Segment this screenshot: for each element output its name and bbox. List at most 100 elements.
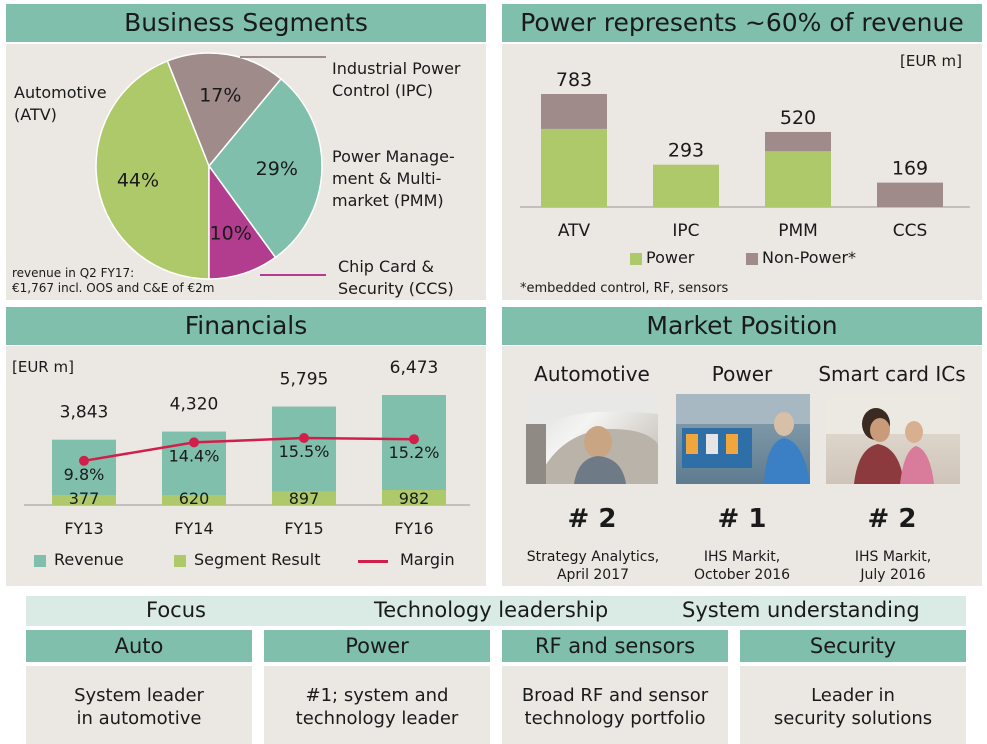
power-tick-atv: ATV xyxy=(558,221,591,241)
fin-revenue-label-fy15: 5,795 xyxy=(280,370,329,390)
power-photo xyxy=(676,394,810,484)
power-total-ipc: 293 xyxy=(668,140,704,162)
fin-revenue-label-fy16: 6,473 xyxy=(390,358,439,378)
power-bar-ipc-power xyxy=(653,164,719,207)
pillar-auto-body: System leader in automotive xyxy=(26,666,252,744)
pie-label-ipc: 17% xyxy=(199,85,241,107)
pillar-rf-body: Broad RF and sensor technology portfolio xyxy=(502,666,728,744)
pillar-security-body: Leader in security solutions xyxy=(740,666,966,744)
power-bar-ccs-nonpower xyxy=(877,182,943,207)
market-automotive-source-line2: April 2017 xyxy=(556,567,630,583)
fin-segment-label-fy14: 620 xyxy=(179,489,210,508)
fin-segment-bar-fy15 xyxy=(272,491,336,505)
focus-banner xyxy=(26,596,966,626)
market-automotive-rank: # 2 xyxy=(567,504,617,534)
legend-power-label: Power xyxy=(646,248,695,267)
market-power-source-line1: IHS Markit, xyxy=(703,549,781,565)
banner-focus: Focus xyxy=(146,598,206,622)
fin-segment-label-fy13: 377 xyxy=(69,489,100,508)
power-title: Power represents ~60% of revenue xyxy=(502,4,982,42)
fin-margin-point-fy16 xyxy=(409,434,419,445)
market-smartcard-title: Smart card ICs xyxy=(818,362,966,386)
fin-revenue-label-fy14: 4,320 xyxy=(170,395,219,415)
market-smartcard-source-line1: IHS Markit, xyxy=(854,549,932,565)
pillar-security-body-line1: Leader in xyxy=(811,685,895,706)
fin-tick-fy15: FY15 xyxy=(284,519,323,538)
legend-revenue-label: Revenue xyxy=(54,550,124,569)
legend-margin-label: Margin xyxy=(400,550,455,569)
label-ipc: Industrial Power Control (IPC) xyxy=(332,58,461,102)
label-pmm: Power Manage- ment & Multi- market (PMM) xyxy=(332,146,455,212)
fin-tick-fy13: FY13 xyxy=(64,519,103,538)
market-power-rank: # 1 xyxy=(717,504,767,534)
fin-revenue-bar-fy15 xyxy=(272,406,336,505)
segments-note-line1: revenue in Q2 FY17: xyxy=(12,266,135,280)
fin-segment-bar-fy16 xyxy=(382,489,446,505)
label-atv: Automotive (ATV) xyxy=(14,82,107,126)
pillar-auto-body-line2: in automotive xyxy=(76,708,202,729)
fin-margin-line xyxy=(83,436,415,463)
legend-segment-swatch xyxy=(174,555,186,567)
legend-nonpower-swatch xyxy=(746,253,758,265)
smartcard-photo xyxy=(826,394,960,484)
market-automotive-source-line1: Strategy Analytics, xyxy=(526,549,660,565)
pillar-auto-body-line1: System leader xyxy=(74,685,204,706)
power-total-ccs: 169 xyxy=(892,158,928,180)
market-power-title: Power xyxy=(711,362,773,386)
power-bar-pmm-power xyxy=(765,151,831,207)
power-footnote: *embedded control, RF, sensors xyxy=(520,281,729,296)
fin-segment-bar-fy14 xyxy=(162,495,226,505)
power-tick-ccs: CCS xyxy=(893,221,928,241)
fin-margin-label-fy14: 14.4% xyxy=(169,446,220,465)
pie-slice-ccs xyxy=(208,163,277,280)
fin-margin-point-fy14 xyxy=(189,437,199,448)
legend-segment-label: Segment Result xyxy=(194,550,321,569)
fin-margin-point-fy15 xyxy=(299,433,309,443)
pillar-power-body: #1; system and technology leader xyxy=(264,666,490,744)
pillar-auto-head: Auto xyxy=(26,630,252,662)
power-tick-pmm: PMM xyxy=(778,221,818,241)
automotive-photo xyxy=(526,394,658,484)
segments-note-line2: €1,767 incl. OOS and C&E of €2m xyxy=(12,281,215,295)
pillar-rf-body-line1: Broad RF and sensor xyxy=(521,685,709,706)
pie-label-pmm: 29% xyxy=(256,158,298,180)
banner-technology: Technology leadership xyxy=(374,598,609,622)
power-bar-pmm-nonpower xyxy=(765,131,831,152)
label-pmm-line1: Power Manage- xyxy=(332,147,455,166)
fin-revenue-bar-fy13 xyxy=(52,439,116,505)
pillar-rf-body-line2: technology portfolio xyxy=(524,708,706,729)
fin-revenue-label-fy13: 3,843 xyxy=(60,403,109,423)
pie-slice-atv xyxy=(95,59,210,280)
financials-unit: [EUR m] xyxy=(12,358,74,376)
market-power-source: IHS Markit, October 2016 xyxy=(657,548,827,584)
market-smartcard-rank: # 2 xyxy=(867,504,917,534)
legend-nonpower-label: Non-Power* xyxy=(762,248,857,267)
pillar-power-body-line1: #1; system and xyxy=(305,685,449,706)
label-atv-line1: Automotive xyxy=(14,83,107,102)
label-atv-line2: (ATV) xyxy=(14,105,57,124)
pie-label-ccs: 10% xyxy=(210,223,252,245)
fin-revenue-bar-fy16 xyxy=(382,395,446,505)
label-ccs-line1: Chip Card & xyxy=(338,257,434,276)
segments-title: Business Segments xyxy=(6,4,486,42)
fin-tick-fy16: FY16 xyxy=(394,519,433,538)
market-title: Market Position xyxy=(502,307,982,345)
banner-system: System understanding xyxy=(682,598,920,622)
power-tick-ipc: IPC xyxy=(672,221,699,241)
pie-slice-ipc xyxy=(166,52,283,168)
label-pmm-line3: market (PMM) xyxy=(332,191,444,210)
pillar-rf-head: RF and sensors xyxy=(502,630,728,662)
fin-margin-label-fy13: 9.8% xyxy=(64,465,105,484)
legend-power-swatch xyxy=(630,253,642,265)
label-ipc-line1: Industrial Power xyxy=(332,59,461,78)
fin-segment-label-fy16: 982 xyxy=(399,489,430,508)
label-ccs-line2: Security (CCS) xyxy=(338,279,454,298)
legend-revenue-swatch xyxy=(34,555,46,567)
pie-slice-pmm xyxy=(208,77,323,259)
label-ipc-line2: Control (IPC) xyxy=(332,81,433,100)
fin-margin-point-fy13 xyxy=(79,455,89,466)
pillar-power-head: Power xyxy=(264,630,490,662)
